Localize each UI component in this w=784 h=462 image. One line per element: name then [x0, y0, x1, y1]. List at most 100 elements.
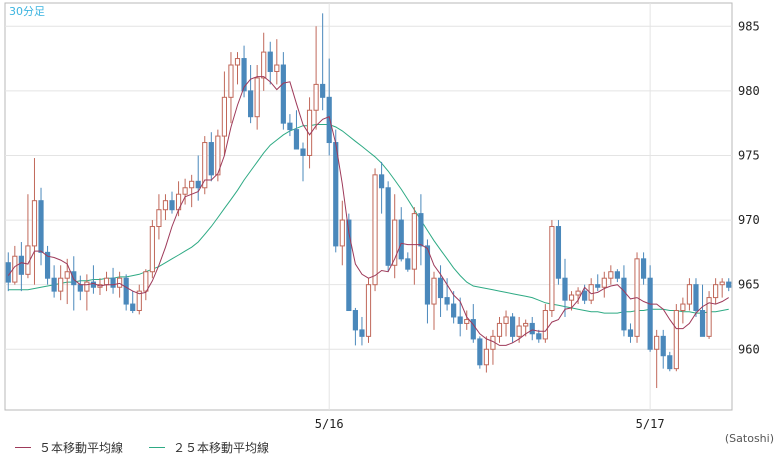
candle-body-up: [221, 96, 228, 137]
candle-body-down: [385, 187, 391, 266]
candle-body-down: [241, 58, 247, 92]
candle-body-up: [306, 109, 313, 156]
candle-body-down: [208, 142, 214, 176]
y-tick-label: 985: [738, 19, 760, 33]
candle-body-down: [333, 142, 339, 247]
candle-body-down: [693, 284, 699, 312]
candle-body-up: [117, 277, 123, 288]
candle-body-up: [189, 180, 195, 189]
candle-body-up: [713, 284, 719, 299]
candle-body-up: [523, 322, 529, 327]
ma25-layer: [8, 124, 729, 314]
candle-body-down: [726, 281, 732, 288]
y-tick-label: 970: [738, 213, 760, 227]
candle-body-up: [149, 226, 155, 273]
candle-body-down: [346, 219, 352, 312]
candle-body-down: [437, 277, 444, 299]
candle-body-down: [451, 303, 457, 318]
candle-body-up: [392, 219, 398, 266]
legend-label-ma25: ２５本移動平均線: [173, 440, 270, 455]
source-credit: (Satoshi): [725, 432, 774, 445]
candle-body-up: [339, 219, 345, 247]
candle-body-down: [326, 96, 332, 144]
candle-body-down: [123, 277, 129, 305]
candle-body-up: [673, 310, 679, 370]
candle-body-down: [359, 329, 365, 337]
candle-body-up: [719, 281, 725, 286]
candle-body-up: [542, 310, 548, 340]
candle-body-up: [274, 64, 280, 72]
candle-body-up: [516, 325, 522, 337]
legend-swatch-ma5: [15, 446, 31, 448]
candle-body-up: [575, 290, 581, 296]
candle-body-down: [287, 122, 293, 131]
candle-body-down: [621, 277, 627, 331]
candle-body-down: [555, 226, 562, 279]
candle-body-up: [568, 294, 575, 301]
candle-body-up: [31, 200, 38, 247]
candle-body-down: [477, 338, 483, 366]
candle-body-down: [38, 200, 44, 253]
legend-item-ma5: ５本移動平均線: [15, 439, 123, 456]
candle-body-up: [503, 316, 509, 324]
candle-body-down: [582, 290, 588, 301]
candle-body-up: [588, 284, 594, 301]
ma5-layer: [7, 76, 729, 346]
candle-body-down: [77, 284, 83, 292]
candle-body-down: [293, 129, 300, 150]
candle-body-up: [58, 277, 64, 292]
x-tick-label: 5/16: [315, 417, 344, 431]
candle-body-up: [234, 58, 241, 66]
candle-body-up: [162, 200, 169, 211]
candle-body-down: [509, 316, 516, 337]
candle-body-up: [182, 187, 188, 195]
candle-body-down: [51, 277, 57, 292]
candle-body-up: [64, 271, 70, 279]
candle-body-up: [84, 281, 90, 292]
candle-body-down: [699, 310, 706, 337]
candle-body-up: [372, 174, 378, 286]
candle-body-down: [90, 281, 97, 288]
legend-item-ma25: ２５本移動平均線: [149, 439, 269, 456]
y-tick-label: 965: [738, 278, 760, 292]
candle-body-down: [169, 200, 175, 211]
candle-body-down: [444, 297, 450, 305]
candle-body-down: [379, 174, 385, 189]
candle-body-down: [18, 255, 24, 275]
candle-body-down: [667, 355, 673, 370]
candle-body-up: [365, 284, 372, 337]
candle-body-up: [202, 142, 208, 189]
candle-body-down: [424, 245, 431, 305]
legend-swatch-ma25: [149, 446, 166, 448]
candle-body-up: [483, 348, 489, 366]
candle-body-down: [529, 322, 535, 335]
candle-body-down: [457, 316, 463, 324]
candle-body-up: [411, 213, 417, 270]
candle-layer: [5, 13, 732, 389]
candle-body-down: [352, 310, 358, 331]
candle-body-up: [431, 277, 437, 305]
candle-body-down: [110, 277, 116, 288]
ma25-line: [8, 124, 729, 314]
candle-body-up: [228, 64, 234, 98]
axis-layer: 985 980 975 970 965 960 5/16 5/17: [315, 19, 760, 431]
candle-body-up: [654, 335, 660, 350]
candle-body-up: [215, 135, 221, 176]
legend-label-ma5: ５本移動平均線: [39, 440, 124, 455]
y-tick-label: 980: [738, 84, 760, 98]
candle-body-down: [44, 251, 51, 279]
candle-body-down: [300, 148, 306, 156]
candle-body-down: [195, 180, 201, 189]
candle-body-down: [660, 335, 666, 357]
candle-body-up: [496, 322, 503, 337]
candle-body-down: [562, 277, 568, 301]
candle-body-down: [405, 258, 411, 270]
candle-body-down: [248, 90, 254, 118]
candle-body-down: [536, 333, 542, 340]
candle-body-up: [156, 209, 162, 228]
candle-body-up: [254, 77, 260, 118]
candle-body-up: [103, 277, 110, 286]
candle-body-down: [627, 329, 634, 337]
candle-body-down: [280, 64, 286, 124]
